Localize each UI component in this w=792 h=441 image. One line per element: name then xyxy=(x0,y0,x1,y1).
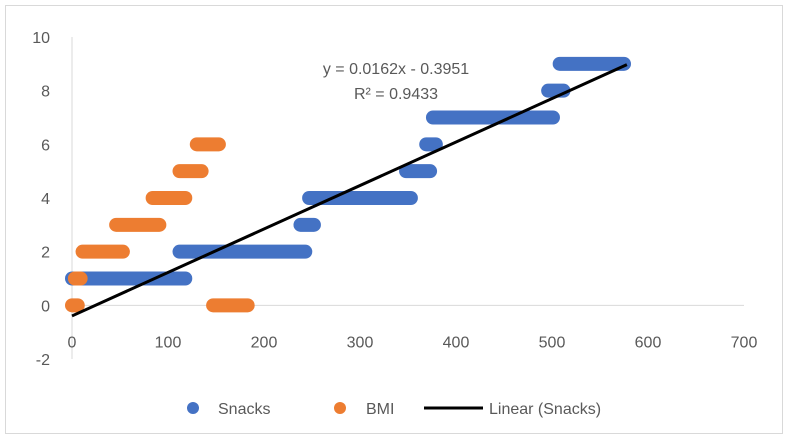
legend-item-linear-snacks[interactable]: Linear (Snacks) xyxy=(424,401,601,418)
legend[interactable]: Snacks BMI Linear (Snacks) xyxy=(187,401,601,418)
legend-label-bmi: BMI xyxy=(366,401,394,418)
legend-label-snacks: Snacks xyxy=(218,401,270,418)
scatter-chart: 0 100 200 300 400 500 600 700 -2 0 2 4 6 8 10 y = 0.01… xyxy=(32,30,757,418)
legend-marker-bmi xyxy=(334,402,346,414)
trendline-annotation: y = 0.0162x - 0.3951 R² = 0.9433 xyxy=(323,61,469,103)
data-marks xyxy=(65,56,631,313)
x-tick-label: 600 xyxy=(635,334,662,351)
x-tick-label: 300 xyxy=(347,334,374,351)
trendline xyxy=(71,63,628,318)
chart-frame: 0 100 200 300 400 500 600 700 -2 0 2 4 6 8 10 y = 0.01… xyxy=(5,5,783,434)
trendline-group xyxy=(71,63,628,318)
x-tick-label: 0 xyxy=(68,334,77,351)
x-tick-label: 400 xyxy=(443,334,470,351)
x-tick-label: 700 xyxy=(731,334,758,351)
legend-label-linear-snacks: Linear (Snacks) xyxy=(489,401,601,418)
legend-item-snacks[interactable]: Snacks xyxy=(187,401,270,418)
y-tick-label: 8 xyxy=(41,84,50,101)
y-tick-label: 0 xyxy=(41,298,50,315)
y-tick-label: 10 xyxy=(32,30,50,47)
y-tick-label: 4 xyxy=(41,191,50,208)
x-tick-label: 100 xyxy=(155,334,182,351)
legend-marker-snacks xyxy=(187,402,199,414)
legend-item-bmi[interactable]: BMI xyxy=(334,401,394,418)
x-tick-label: 500 xyxy=(539,334,566,351)
trendline-r-squared: R² = 0.9433 xyxy=(354,86,438,103)
y-tick-label: 2 xyxy=(41,245,50,262)
x-tick-label: 200 xyxy=(251,334,278,351)
y-tick-label: -2 xyxy=(36,352,50,369)
tick-labels: 0 100 200 300 400 500 600 700 -2 0 2 4 6 8 10 xyxy=(32,30,757,369)
y-tick-label: 6 xyxy=(41,137,50,154)
trendline-equation: y = 0.0162x - 0.3951 xyxy=(323,61,469,78)
